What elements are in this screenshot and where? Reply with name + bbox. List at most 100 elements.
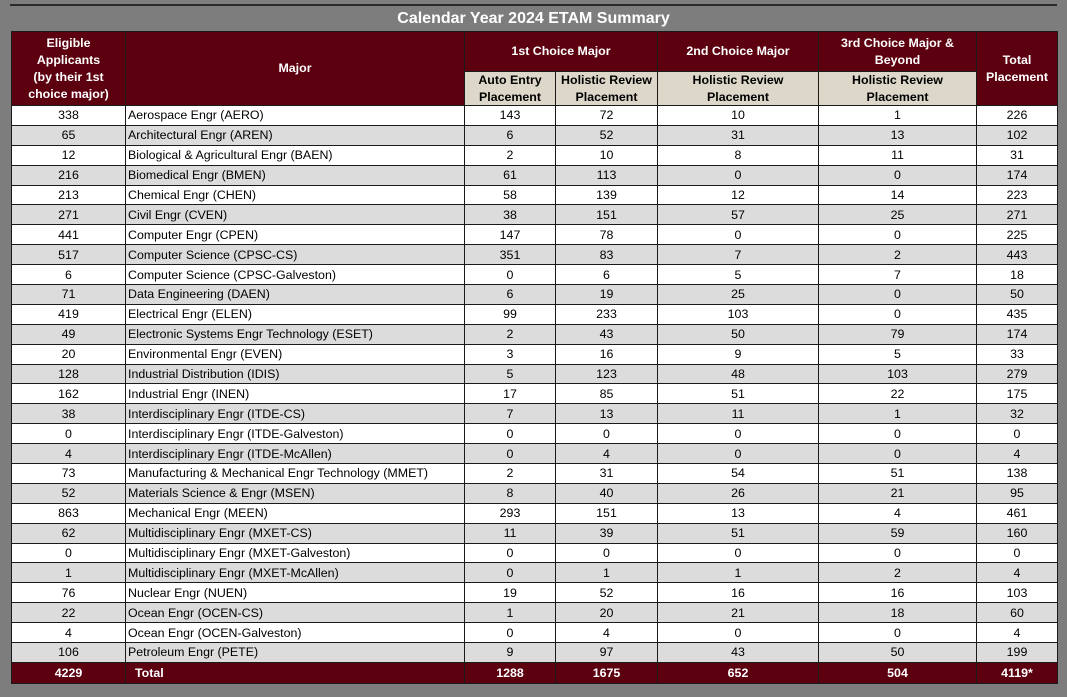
cell-auto-entry: 6 xyxy=(464,284,556,305)
cell-auto-entry: 38 xyxy=(464,204,556,226)
cell-holistic-third: 0 xyxy=(818,303,977,325)
cell-total-placement: 461 xyxy=(976,502,1058,524)
header-third-choice: 3rd Choice Major & Beyond xyxy=(818,31,977,72)
cell-holistic-third: 2 xyxy=(818,244,977,266)
cell-auto-entry: 0 xyxy=(464,542,556,564)
cell-holistic-first: 6 xyxy=(555,264,658,286)
cell-holistic-third: 14 xyxy=(818,184,977,206)
cell-auto-entry: 6 xyxy=(464,124,556,146)
cell-total-placement: 279 xyxy=(976,363,1058,385)
table-row: 0 Multidisciplinary Engr (MXET-Galveston)… xyxy=(11,542,1058,564)
cell-auto-entry: 61 xyxy=(464,164,556,186)
cell-total-placement: 226 xyxy=(976,105,1058,126)
table-row: 517 Computer Science (CPSC-CS) 351 83 7 2 443 xyxy=(11,244,1058,266)
cell-holistic-first: 151 xyxy=(555,502,658,524)
cell-holistic-third: 0 xyxy=(818,622,977,644)
total-holistic-second: 652 xyxy=(657,661,819,684)
cell-major: Interdisciplinary Engr (ITDE-Galveston) xyxy=(125,423,465,445)
cell-total-placement: 102 xyxy=(976,124,1058,146)
cell-holistic-third: 4 xyxy=(818,502,977,524)
table-row: 216 Biomedical Engr (BMEN) 61 113 0 0 174 xyxy=(11,164,1058,186)
cell-eligible: 49 xyxy=(11,323,126,345)
cell-auto-entry: 0 xyxy=(464,622,556,644)
cell-holistic-second: 21 xyxy=(657,602,819,624)
cell-holistic-first: 52 xyxy=(555,582,658,604)
cell-auto-entry: 2 xyxy=(464,323,556,345)
cell-holistic-second: 13 xyxy=(657,502,819,524)
cell-major: Electrical Engr (ELEN) xyxy=(125,303,465,325)
cell-holistic-first: 43 xyxy=(555,323,658,345)
cell-holistic-second: 57 xyxy=(657,204,819,226)
cell-total-placement: 32 xyxy=(976,403,1058,425)
cell-auto-entry: 351 xyxy=(464,244,556,266)
cell-holistic-second: 31 xyxy=(657,124,819,146)
cell-holistic-first: 113 xyxy=(555,164,658,186)
cell-eligible: 338 xyxy=(11,105,126,126)
cell-holistic-second: 50 xyxy=(657,323,819,345)
cell-auto-entry: 17 xyxy=(464,383,556,405)
cell-major: Industrial Distribution (IDIS) xyxy=(125,363,465,385)
cell-total-placement: 33 xyxy=(976,343,1058,365)
cell-major: Biomedical Engr (BMEN) xyxy=(125,164,465,186)
table-row: 20 Environmental Engr (EVEN) 3 16 9 5 33 xyxy=(11,343,1058,365)
cell-holistic-second: 0 xyxy=(657,542,819,564)
cell-holistic-second: 0 xyxy=(657,164,819,186)
table-row: 441 Computer Engr (CPEN) 147 78 0 0 225 xyxy=(11,224,1058,246)
cell-eligible: 62 xyxy=(11,522,126,544)
cell-major: Aerospace Engr (AERO) xyxy=(125,105,465,126)
cell-eligible: 0 xyxy=(11,542,126,564)
cell-holistic-third: 2 xyxy=(818,562,977,584)
table-row: 12 Biological & Agricultural Engr (BAEN) 2… xyxy=(11,144,1058,166)
cell-holistic-second: 48 xyxy=(657,363,819,385)
cell-major: Nuclear Engr (NUEN) xyxy=(125,582,465,604)
cell-holistic-first: 4 xyxy=(555,443,658,465)
cell-holistic-third: 25 xyxy=(818,204,977,226)
cell-major: Computer Science (CPSC-CS) xyxy=(125,244,465,266)
cell-auto-entry: 143 xyxy=(464,105,556,126)
table-row: 62 Multidisciplinary Engr (MXET-CS) 11 39 51… xyxy=(11,522,1058,544)
cell-holistic-second: 10 xyxy=(657,105,819,126)
header-first-choice: 1st Choice Major xyxy=(464,31,658,72)
cell-auto-entry: 147 xyxy=(464,224,556,246)
cell-major: Multidisciplinary Engr (MXET-CS) xyxy=(125,522,465,544)
cell-total-placement: 50 xyxy=(976,284,1058,305)
cell-major: Ocean Engr (OCEN-Galveston) xyxy=(125,622,465,644)
cell-major: Materials Science & Engr (MSEN) xyxy=(125,482,465,504)
cell-eligible: 863 xyxy=(11,502,126,524)
cell-auto-entry: 293 xyxy=(464,502,556,524)
cell-holistic-first: 40 xyxy=(555,482,658,504)
cell-eligible: 71 xyxy=(11,284,126,305)
cell-holistic-first: 83 xyxy=(555,244,658,266)
cell-total-placement: 443 xyxy=(976,244,1058,266)
header-second-choice: 2nd Choice Major xyxy=(657,31,819,72)
cell-eligible: 216 xyxy=(11,164,126,186)
table-row: 6 Computer Science (CPSC-Galveston) 0 6 5 7 18 xyxy=(11,264,1058,286)
totals-row: 4229 Total 1288 1675 652 504 4119* xyxy=(11,661,1058,684)
cell-eligible: 441 xyxy=(11,224,126,246)
cell-major: Computer Engr (CPEN) xyxy=(125,224,465,246)
cell-holistic-second: 51 xyxy=(657,383,819,405)
cell-eligible: 128 xyxy=(11,363,126,385)
table-row: 863 Mechanical Engr (MEEN) 293 151 13 4 461 xyxy=(11,502,1058,524)
cell-holistic-second: 103 xyxy=(657,303,819,325)
cell-holistic-third: 50 xyxy=(818,642,977,663)
table-row: 419 Electrical Engr (ELEN) 99 233 103 0 435 xyxy=(11,303,1058,325)
header-eligible-applicants: Eligible Applicants (by their 1st choice… xyxy=(11,31,126,106)
cell-auto-entry: 0 xyxy=(464,562,556,584)
table-row: 338 Aerospace Engr (AERO) 143 72 10 1 226 xyxy=(11,105,1058,126)
header-major: Major xyxy=(125,31,465,106)
cell-holistic-second: 0 xyxy=(657,622,819,644)
cell-total-placement: 4 xyxy=(976,443,1058,465)
cell-eligible: 65 xyxy=(11,124,126,146)
header-holistic-first: Holistic Review Placement xyxy=(555,71,658,106)
cell-holistic-third: 51 xyxy=(818,463,977,484)
cell-total-placement: 4 xyxy=(976,562,1058,584)
header-holistic-second: Holistic Review Placement xyxy=(657,71,819,106)
cell-major: Petroleum Engr (PETE) xyxy=(125,642,465,663)
cell-total-placement: 31 xyxy=(976,144,1058,166)
cell-major: Manufacturing & Mechanical Engr Technolo… xyxy=(125,463,465,484)
cell-holistic-first: 233 xyxy=(555,303,658,325)
cell-holistic-second: 5 xyxy=(657,264,819,286)
cell-holistic-third: 0 xyxy=(818,164,977,186)
cell-holistic-first: 20 xyxy=(555,602,658,624)
